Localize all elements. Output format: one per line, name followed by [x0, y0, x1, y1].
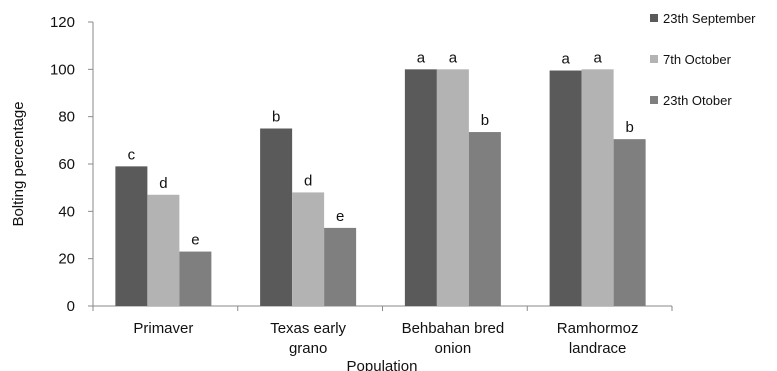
legend-label: 7th October: [663, 52, 732, 67]
bar: [260, 128, 293, 306]
bar-letter-label: b: [272, 109, 280, 126]
bar: [324, 227, 357, 306]
x-axis-title: Population: [347, 358, 418, 371]
bar: [292, 192, 325, 306]
x-category-label: Primaver: [133, 320, 193, 337]
x-category-label: landrace: [569, 340, 627, 357]
x-category-label: Behbahan bred: [402, 320, 505, 337]
bar: [549, 70, 582, 307]
bar: [468, 132, 501, 306]
y-tick-label: 60: [58, 156, 75, 173]
bar-letter-label: e: [336, 208, 344, 225]
bar-letter-label: b: [481, 112, 489, 129]
y-tick-label: 120: [50, 14, 75, 31]
bar-letter-label: a: [561, 51, 570, 68]
bar: [147, 194, 180, 306]
x-category-label: Texas early: [270, 320, 346, 337]
legend-label: 23th September: [663, 11, 756, 26]
bar-letter-label: b: [625, 119, 633, 136]
y-tick-label: 0: [67, 298, 75, 315]
bar-letter-label: d: [159, 175, 167, 192]
bar-letter-label: a: [449, 49, 458, 66]
legend-swatch: [650, 55, 658, 63]
bar: [581, 69, 614, 306]
y-axis-title: Bolting percentage: [10, 101, 27, 226]
bar: [404, 69, 437, 306]
bar-letter-label: a: [417, 49, 426, 66]
legend-label: 23th Otober: [663, 93, 732, 108]
bar-letter-label: d: [304, 172, 312, 189]
x-category-label: Ramhormoz: [557, 320, 639, 337]
bar-letter-label: a: [593, 49, 602, 66]
legend: 23th September 7th October 23th Otober: [650, 11, 756, 108]
y-tick-label: 40: [58, 203, 75, 220]
y-tick-label: 20: [58, 251, 75, 268]
x-axis-category-labels: Primaver Texas early grano Behbahan bred oni…: [133, 320, 638, 357]
bar: [115, 166, 148, 306]
x-category-label: grano: [289, 340, 327, 357]
bar-letter-label: e: [191, 232, 199, 249]
x-category-label: onion: [435, 340, 472, 357]
y-tick-label: 100: [50, 61, 75, 78]
bar: [436, 69, 469, 306]
bars: [115, 69, 646, 307]
y-tick-label: 80: [58, 109, 75, 126]
legend-swatch: [650, 14, 658, 22]
bar: [179, 251, 212, 306]
bar: [613, 139, 646, 306]
bar-letter-label: c: [128, 146, 136, 163]
legend-swatch: [650, 96, 658, 104]
bar-letter-labels: c d e b d e a a b a a b: [128, 49, 634, 248]
y-axis-ticks: 0 20 40 60 80 100 120: [50, 14, 93, 315]
